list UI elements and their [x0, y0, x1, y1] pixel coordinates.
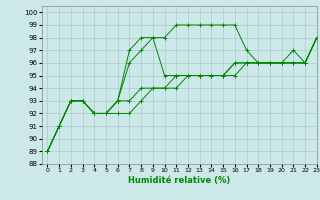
- X-axis label: Humidité relative (%): Humidité relative (%): [128, 176, 230, 185]
